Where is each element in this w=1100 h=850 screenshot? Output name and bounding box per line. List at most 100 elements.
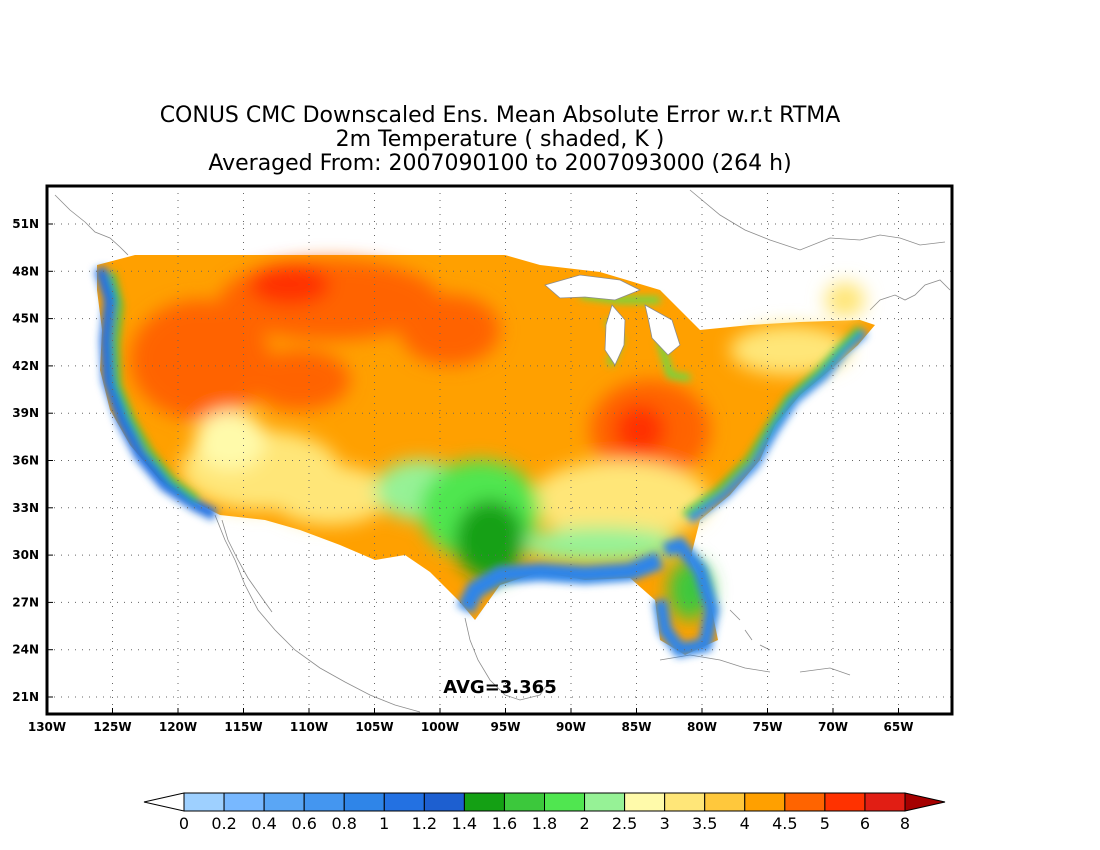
map-subtitle: 2m Temperature ( shaded, K ) <box>335 127 665 152</box>
florida-band <box>653 536 720 658</box>
colorbar-swatch <box>423 792 465 812</box>
lat-tick-label: 45N <box>12 312 39 326</box>
colorbar-swatch <box>383 792 425 812</box>
map-frame <box>45 184 954 716</box>
baja-coastline <box>221 519 273 613</box>
lon-tick-label: 115W <box>224 720 262 734</box>
hot-dakotas <box>400 295 500 365</box>
colorbar-label: 5 <box>820 814 830 833</box>
lake-huron <box>644 304 681 356</box>
colorbar-label: 0.2 <box>211 814 236 833</box>
lon-tick-label: 75W <box>753 720 783 734</box>
lon-tick-label: 85W <box>622 720 652 734</box>
lat-tick-label: 33N <box>12 501 39 515</box>
lat-tick-label: 36N <box>12 454 39 468</box>
dark-green-south-texas <box>455 500 525 580</box>
colorbar-swatch <box>784 792 826 812</box>
colorbar-label: 0.6 <box>291 814 316 833</box>
average-annotation: AVG=3.365 <box>443 677 556 698</box>
maritimes-coastline <box>869 279 951 311</box>
colorbar-swatch <box>824 792 866 812</box>
green-gulf <box>520 527 680 563</box>
colorbar-label: 1.6 <box>492 814 517 833</box>
lon-tick-label: 110W <box>290 720 328 734</box>
pacific-coast-band <box>94 266 218 521</box>
lat-tick-label: 27N <box>12 595 39 609</box>
colorbar-label: 3 <box>660 814 670 833</box>
pacific-coast-green <box>109 271 200 503</box>
coastal-low-error-band <box>94 266 868 658</box>
lon-tick-label: 130W <box>28 720 66 734</box>
mae-fill-patches <box>130 260 865 620</box>
lon-tick-label: 105W <box>355 720 393 734</box>
cool-new-mexico <box>270 465 390 525</box>
colorbar-label: 2 <box>579 814 589 833</box>
lon-tick-label: 125W <box>93 720 131 734</box>
lon-tick-label: 65W <box>884 720 914 734</box>
lon-tick-label: 90W <box>556 720 586 734</box>
colorbar-label: 1.2 <box>412 814 437 833</box>
mexico-pacific-coastline <box>214 514 421 713</box>
colorbar-swatch <box>503 792 546 812</box>
colorbar-swatch <box>624 792 666 812</box>
colorbar-label: 4 <box>740 814 750 833</box>
colorbar-label: 3.5 <box>692 814 717 833</box>
hot-great-basin <box>130 300 270 420</box>
averaging-period: Averaged From: 2007090100 to 2007093000 … <box>208 151 792 176</box>
cool-southeast <box>530 460 710 540</box>
lat-tick-label: 51N <box>12 217 39 231</box>
latitude-labels: 51N 48N 45N 42N 39N 36N 33N 30N 27N 24N 21N <box>12 217 39 704</box>
lon-tick-label: 80W <box>687 720 717 734</box>
mexico-gulf-coastline <box>464 617 551 701</box>
bahamas-coastline <box>729 609 771 651</box>
colorbar-swatch <box>183 792 225 812</box>
colorbar-label: 1.8 <box>532 814 557 833</box>
colorbar-label: 0.4 <box>251 814 276 833</box>
colorbar-swatch <box>263 792 305 812</box>
gulf-coast-band <box>456 551 664 615</box>
colorbar-swatch <box>744 792 786 812</box>
map-title: CONUS CMC Downscaled Ens. Mean Absolute … <box>159 103 841 128</box>
map-panel: AVG=3.365 <box>45 184 954 716</box>
lake-superior <box>544 274 641 301</box>
lat-tick-label: 30N <box>12 548 39 562</box>
colorbar-swatch <box>223 792 265 812</box>
lon-tick-label: 95W <box>491 720 521 734</box>
atlantic-coast-band <box>687 329 868 524</box>
lat-tick-label: 24N <box>12 643 39 657</box>
colorbar-swatch <box>343 792 385 812</box>
longitude-labels: 130W 125W 120W 115W 110W 105W 100W 95W 90W 85W 80W… <box>28 720 914 734</box>
lon-tick-label: 100W <box>421 720 459 734</box>
cool-northeast <box>730 325 850 375</box>
colorbar-label: 8 <box>900 814 910 833</box>
lat-tick-label: 21N <box>12 690 39 704</box>
colorbar-label: 4.5 <box>772 814 797 833</box>
mae-shading <box>94 255 875 658</box>
great-lakes <box>544 274 681 366</box>
colorbar-label: 2.5 <box>612 814 637 833</box>
lat-tick-label: 42N <box>12 359 39 373</box>
lon-tick-label: 70W <box>818 720 848 734</box>
colorbar-swatch <box>544 792 586 812</box>
peak-idaho <box>250 265 330 305</box>
hot-wyoming <box>250 350 350 410</box>
cool-maine <box>825 282 865 318</box>
colorbar-swatch <box>303 792 345 812</box>
colorbar-label: 0 <box>179 814 189 833</box>
lat-tick-label: 39N <box>12 406 39 420</box>
colorbar-label: 0.8 <box>331 814 356 833</box>
colorbar: 0 0.2 0.4 0.6 0.8 1 1.2 1.4 1.6 1.8 2 2.5 3 3.5 4 4.5 5 6… <box>143 792 946 833</box>
lake-michigan <box>604 304 626 366</box>
colorbar-swatch <box>463 792 505 812</box>
colorbar-over-arrow <box>904 792 946 812</box>
lat-tick-label: 48N <box>12 264 39 278</box>
peak-kentucky <box>615 405 665 455</box>
colorbar-label: 6 <box>860 814 870 833</box>
atlantic-coast-green <box>682 325 863 518</box>
mid-arizona <box>195 410 265 470</box>
colorbar-label: 1.4 <box>452 814 477 833</box>
colorbar-swatch <box>704 792 746 812</box>
canada-coastline <box>54 194 129 256</box>
lon-tick-label: 120W <box>159 720 197 734</box>
colorbar-under-arrow <box>143 792 185 812</box>
